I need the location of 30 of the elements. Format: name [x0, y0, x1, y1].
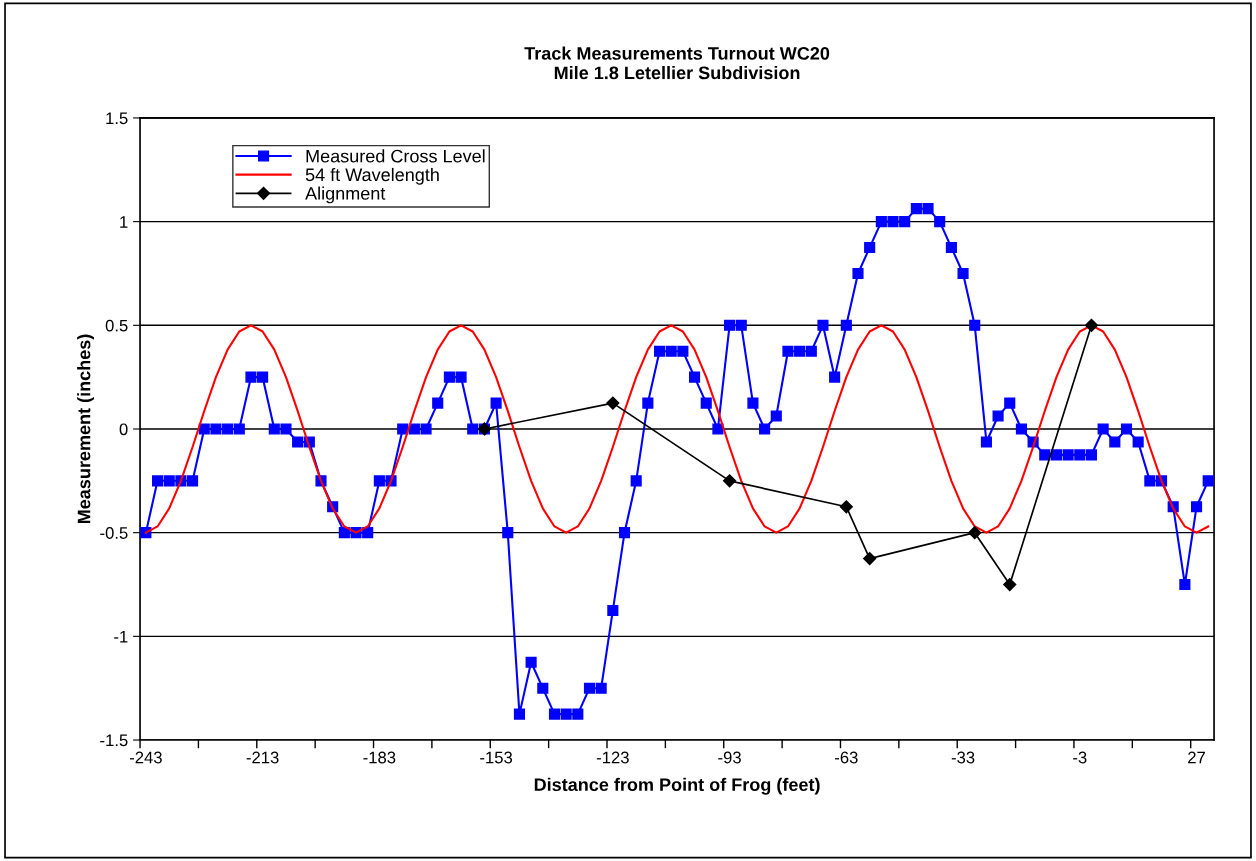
- point: [1084, 318, 1099, 332]
- legend-label: Measured Cross Level: [306, 149, 485, 163]
- x-axis-title: Distance from Point of Frog (feet): [534, 777, 820, 795]
- x-tick-label: -3: [1073, 751, 1087, 764]
- x-tick-label: -153: [480, 751, 513, 764]
- y-tick-label: 0: [119, 423, 128, 436]
- x-tick-label: 27: [1188, 751, 1205, 764]
- point: [606, 396, 620, 410]
- x-tick-label: -213: [246, 751, 279, 764]
- point: [968, 526, 982, 540]
- x-tick-label: -63: [835, 751, 858, 764]
- y-tick-label: -1: [114, 630, 128, 643]
- point: [722, 474, 737, 488]
- y-tick-label: 0.5: [105, 319, 128, 332]
- point: [1003, 577, 1017, 592]
- x-tick-label: -33: [951, 751, 975, 764]
- x-tick-label: -93: [718, 751, 741, 764]
- y-tick-label: -1.5: [100, 734, 128, 747]
- y-tick-label: 1.5: [106, 112, 128, 125]
- y-tick-label: -0.5: [100, 527, 128, 539]
- point: [863, 552, 877, 566]
- chart-title: Track Measurements Turnout WC20 Mile 1.8 Letellier Subdivision: [524, 46, 830, 80]
- y-tick-label: 1: [120, 216, 128, 228]
- point: [839, 500, 853, 514]
- legend-label: 54 ft Wavelength: [305, 167, 439, 185]
- x-tick-label: -123: [596, 751, 629, 764]
- x-tick-label: -183: [363, 751, 396, 764]
- legend-label: Alignment: [305, 186, 386, 204]
- x-tick-label: -243: [129, 751, 162, 764]
- y-axis-title: Measurement (inches): [77, 334, 94, 524]
